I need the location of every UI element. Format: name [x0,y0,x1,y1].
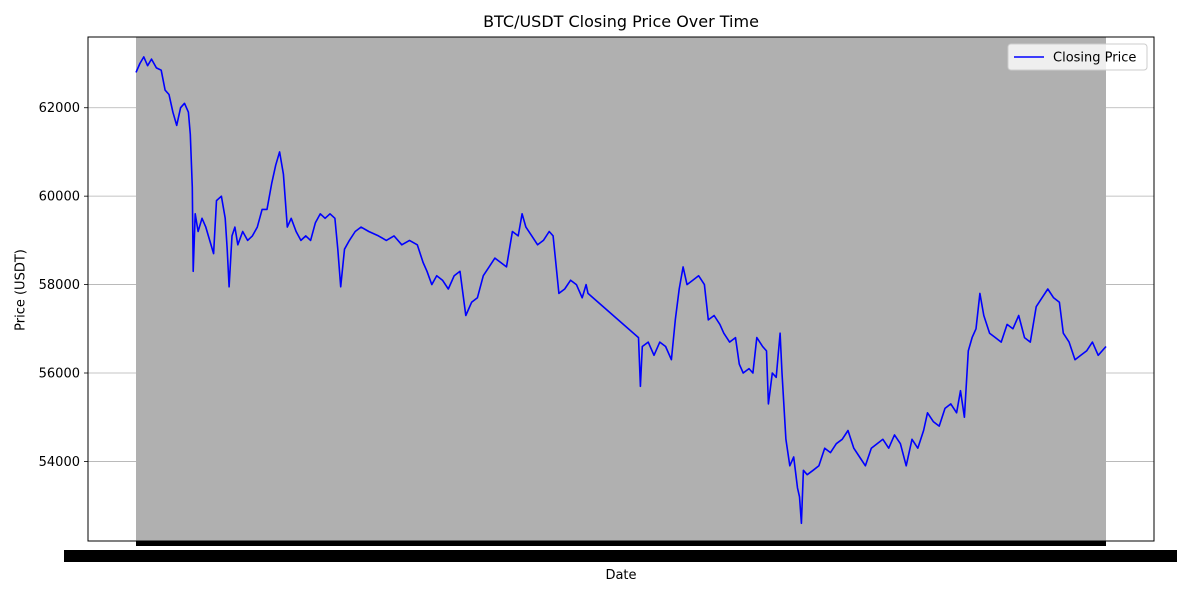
x-tick-band [64,541,1177,562]
y-tick-label-62000: 62000 [39,101,80,116]
plot-background [136,37,1106,541]
legend: Closing Price [1007,43,1148,71]
y-ticks: 54000 56000 58000 60000 62000 [39,101,88,470]
plot-background-layer [136,37,1106,541]
gridlines [88,107,1154,462]
series-layer [135,56,1107,525]
y-tick-label-58000: 58000 [39,278,80,293]
axes-frame [87,36,1155,542]
chart-title: BTC/USDT Closing Price Over Time [483,12,759,31]
x-tick-labels [64,550,1177,562]
y-tick-label-54000: 54000 [39,455,80,470]
legend-label-0: Closing Price [1053,51,1136,66]
legend-box [1007,43,1148,71]
y-axis-label: Price (USDT) [13,249,29,331]
series-line-0 [135,56,1107,525]
x-axis-label: Date [605,568,637,583]
y-tick-label-60000: 60000 [39,190,80,205]
x-tick-marks [136,541,1106,546]
y-tick-label-56000: 56000 [39,367,80,382]
